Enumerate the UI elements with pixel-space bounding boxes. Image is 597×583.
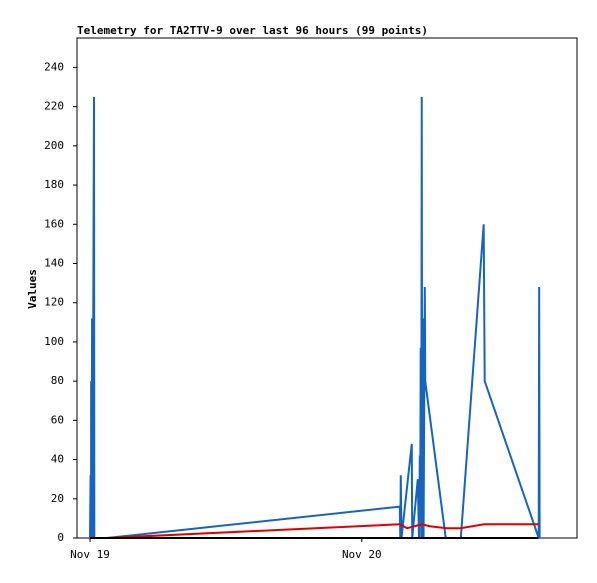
y-tick-label: 180 <box>44 178 64 191</box>
y-tick-label: 160 <box>44 217 64 230</box>
series-line <box>106 523 539 539</box>
x-tick-label: Nov 20 <box>342 548 382 561</box>
y-tick-label: 100 <box>44 335 64 348</box>
y-tick-label: 200 <box>44 139 64 152</box>
x-tick-label: Nov 19 <box>70 548 110 561</box>
y-axis-label: Values <box>26 269 39 309</box>
y-tick-label: 240 <box>44 60 64 73</box>
y-tick-label: 120 <box>44 296 64 309</box>
y-tick-label: 60 <box>51 413 64 426</box>
y-tick-label: 20 <box>51 492 64 505</box>
chart-title: Telemetry for TA2TTV-9 over last 96 hour… <box>77 24 428 37</box>
y-tick-label: 220 <box>44 100 64 113</box>
y-tick-label: 40 <box>51 453 64 466</box>
y-tick-label: 80 <box>51 374 64 387</box>
y-tick-label: 140 <box>44 256 64 269</box>
y-tick-label: 0 <box>57 531 64 544</box>
